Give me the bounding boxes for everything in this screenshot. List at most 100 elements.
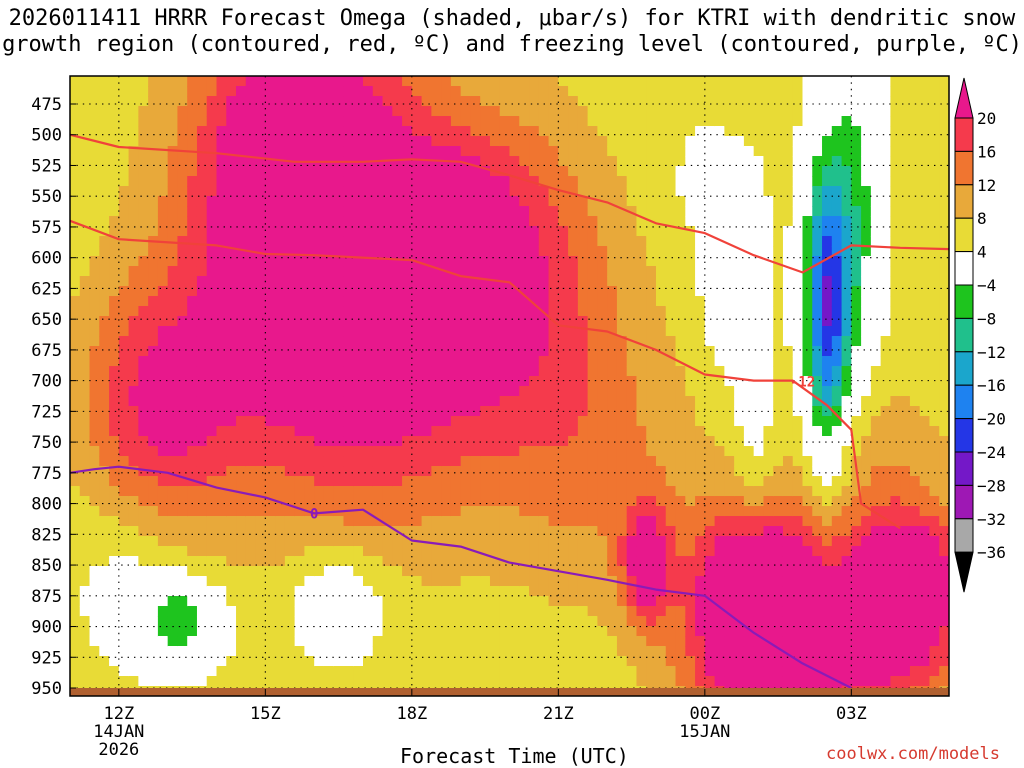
omega-cell — [812, 526, 823, 537]
omega-cell — [314, 176, 325, 187]
omega-cell — [529, 376, 540, 387]
omega-cell — [607, 186, 618, 197]
omega-cell — [685, 126, 696, 137]
omega-cell — [460, 206, 472, 217]
omega-cell — [148, 436, 159, 447]
omega-cell — [275, 256, 286, 267]
omega-cell — [812, 256, 823, 267]
omega-cell — [441, 536, 452, 547]
omega-cell — [841, 236, 852, 247]
omega-cell — [284, 676, 296, 687]
omega-cell — [597, 606, 608, 617]
omega-cell — [460, 196, 472, 207]
omega-cell — [363, 286, 374, 297]
omega-cell — [157, 526, 169, 537]
omega-cell — [392, 566, 403, 577]
omega-cell — [519, 356, 530, 367]
omega-cell — [460, 176, 472, 187]
omega-cell — [226, 516, 237, 527]
omega-cell — [841, 666, 852, 677]
omega-cell — [99, 296, 110, 307]
omega-cell — [89, 306, 100, 317]
omega-cell — [802, 76, 813, 87]
omega-cell — [128, 316, 139, 327]
omega-cell — [304, 316, 315, 327]
omega-cell — [568, 606, 579, 617]
omega-cell — [372, 556, 384, 567]
omega-cell — [480, 566, 491, 577]
omega-cell — [665, 556, 677, 567]
omega-cell — [402, 256, 413, 267]
omega-cell — [822, 596, 833, 607]
omega-cell — [89, 546, 100, 557]
omega-cell — [636, 256, 647, 267]
omega-cell — [607, 616, 618, 627]
omega-cell — [314, 356, 325, 367]
omega-cell — [99, 626, 110, 637]
omega-cell — [704, 466, 716, 477]
omega-cell — [724, 226, 735, 237]
omega-cell — [226, 536, 237, 547]
omega-cell — [450, 306, 462, 317]
omega-cell — [138, 246, 149, 257]
omega-cell — [206, 236, 218, 247]
omega-cell — [499, 326, 511, 337]
omega-cell — [587, 386, 598, 397]
omega-cell — [656, 416, 667, 427]
omega-cell — [441, 306, 452, 317]
omega-cell — [656, 176, 667, 187]
omega-cell — [734, 146, 745, 157]
omega-cell — [646, 476, 657, 487]
omega-cell — [646, 266, 657, 277]
omega-cell — [216, 236, 227, 247]
omega-cell — [196, 626, 208, 637]
omega-cell — [675, 576, 686, 587]
omega-cell — [157, 566, 169, 577]
omega-cell — [763, 526, 774, 537]
omega-cell — [118, 576, 130, 587]
omega-cell — [626, 446, 638, 457]
omega-cell — [753, 576, 765, 587]
omega-cell — [489, 456, 501, 467]
omega-cell — [822, 656, 833, 667]
omega-cell — [597, 496, 608, 507]
omega-cell — [675, 226, 686, 237]
omega-cell — [763, 426, 774, 437]
omega-cell — [538, 86, 550, 97]
omega-cell — [343, 86, 354, 97]
omega-cell — [333, 486, 345, 497]
omega-cell — [138, 456, 149, 467]
omega-cell — [441, 146, 452, 157]
omega-cell — [343, 336, 354, 347]
omega-cell — [636, 266, 647, 277]
omega-cell — [568, 186, 579, 197]
omega-cell — [460, 86, 472, 97]
omega-cell — [626, 606, 638, 617]
omega-cell — [509, 306, 520, 317]
omega-cell — [577, 126, 589, 137]
omega-cell — [70, 276, 81, 287]
omega-cell — [206, 646, 218, 657]
omega-cell — [460, 446, 472, 457]
omega-cell — [118, 466, 130, 477]
omega-cell — [402, 276, 413, 287]
omega-cell — [802, 476, 813, 487]
omega-cell — [353, 226, 364, 237]
omega-cell — [704, 556, 716, 567]
omega-cell — [792, 576, 804, 587]
omega-cell — [353, 186, 364, 197]
omega-cell — [79, 436, 91, 447]
omega-cell — [597, 576, 608, 587]
omega-cell — [353, 286, 364, 297]
omega-cell — [177, 76, 188, 87]
omega-cell — [255, 276, 266, 287]
omega-cell — [558, 136, 569, 147]
omega-cell — [480, 286, 491, 297]
omega-cell — [177, 246, 188, 257]
omega-cell — [665, 426, 677, 437]
omega-cell — [529, 216, 540, 227]
omega-cell — [441, 396, 452, 407]
omega-cell — [763, 446, 774, 457]
omega-cell — [597, 466, 608, 477]
omega-cell — [118, 216, 130, 227]
